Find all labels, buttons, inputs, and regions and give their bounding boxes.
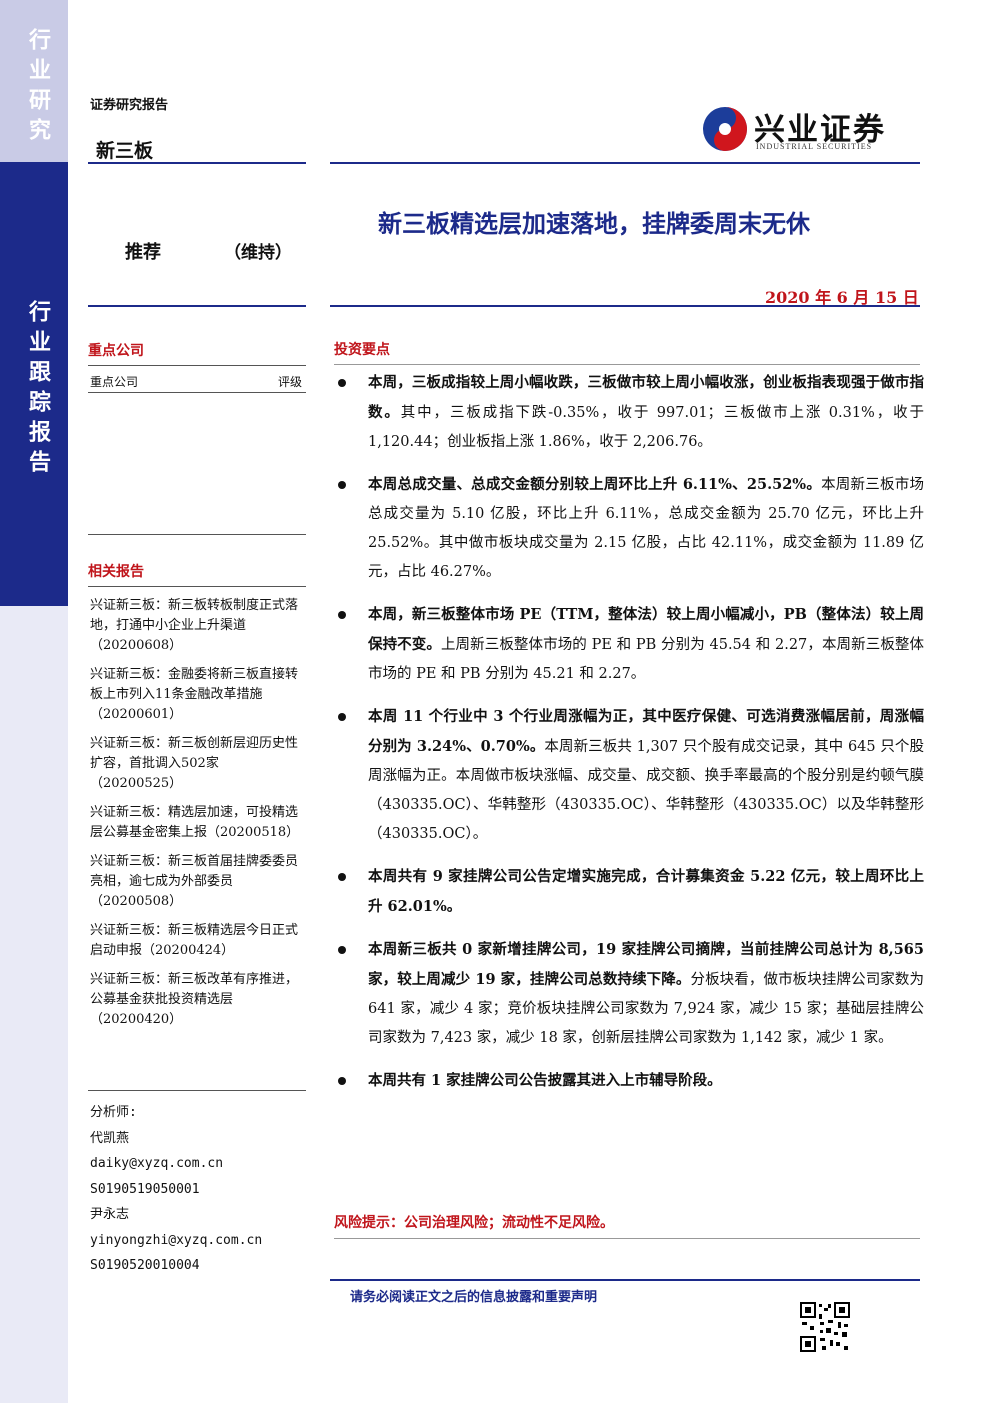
sidebar-top bbox=[0, 0, 68, 162]
table-rule bbox=[88, 392, 306, 393]
analyst-line: yinyongzhi@xyzq.com.cn bbox=[90, 1232, 263, 1248]
logo-mark bbox=[703, 107, 747, 151]
related-report: 兴证新三板：新三板创新层迎历史性扩容，首批调入502家（20200525） bbox=[90, 736, 299, 791]
analyst-line: S0190520010004 bbox=[90, 1258, 200, 1273]
related-report: 兴证新三板：金融委将新三板直接转板上市列入11条金融改革措施（20200601） bbox=[90, 667, 299, 722]
divider bbox=[88, 305, 306, 307]
report-type: 证券研究报告 bbox=[90, 98, 169, 113]
analyst-line: S0190519050001 bbox=[90, 1181, 200, 1197]
divider bbox=[330, 305, 920, 307]
analysts: 分析师: 代凯燕 daiky@xyzq.com.cn S0190519050001 尹永… bbox=[90, 1100, 262, 1279]
related-report: 兴证新三板：新三板转板制度正式落地，打通中小企业上升渠道（20200608） bbox=[90, 598, 299, 653]
logo-subtext: INDUSTRIAL SECURITIES bbox=[756, 142, 873, 151]
bullet-item: 本周新三板共 0 家新增挂牌公司，19 家挂牌公司摘牌，当前挂牌公司总计为 8,… bbox=[334, 935, 924, 1053]
section-heading: 投资要点 bbox=[334, 339, 920, 365]
table-header: 重点公司 bbox=[90, 375, 139, 389]
bullet-text: 本周新三板共 1,307 只个股有成交记录，其中 645 只个股周涨幅为正。本周… bbox=[368, 739, 925, 842]
rating: 推荐 bbox=[125, 242, 161, 263]
sidebar-top-text: 行业研究 bbox=[25, 28, 51, 148]
sidebar-middle bbox=[0, 162, 68, 606]
bullet-item: 本周共有 9 家挂牌公司公告定增实施完成，合计募集资金 5.22 亿元，较上周环… bbox=[334, 862, 924, 922]
divider bbox=[88, 162, 306, 164]
bullet-item: 本周总成交量、总成交金额分别较上周环比上升 6.11%、25.52%。本周新三板… bbox=[334, 470, 924, 587]
bullet-item: 本周，三板成指较上周小幅收跌，三板做市较上周小幅收涨，创业板指表现强于做市指数。… bbox=[334, 368, 924, 457]
divider bbox=[330, 162, 920, 164]
related-report: 兴证新三板：新三板改革有序推进，公募基金获批投资精选层（20200420） bbox=[90, 972, 299, 1027]
bullet-item: 本周共有 1 家挂牌公司公告披露其进入上市辅导阶段。 bbox=[334, 1066, 924, 1096]
bullet-text: 上周新三板整体市场的 PE 和 PB 分别为 45.54 和 2.27，本周新三… bbox=[368, 637, 925, 682]
report-title: 新三板精选层加速落地，挂牌委周末无休 bbox=[378, 209, 810, 238]
sector: 新三板 bbox=[96, 140, 154, 162]
bullet-text: 其中，三板成指下跌-0.35%，收于 997.01；三板做市上涨 0.31%，收… bbox=[368, 405, 924, 450]
table-header: 评级 bbox=[278, 375, 303, 389]
bullet-bold: 本周共有 1 家挂牌公司公告披露其进入上市辅导阶段。 bbox=[368, 1072, 722, 1089]
bullet-text: 分板块看，做市板块挂牌公司家数为 641 家，减少 4 家；竞价板块挂牌公司家数… bbox=[368, 972, 924, 1046]
bullet-bold: 本周，三板成指较上周小幅收跌，三板做市较上周小幅收涨，创业板指表现强于做市指数。 bbox=[368, 374, 924, 421]
related-report: 兴证新三板：新三板首届挂牌委委员亮相，逾七成为外部委员（20200508） bbox=[90, 854, 299, 909]
summary-bullets: 本周，三板成指较上周小幅收跌，三板做市较上周小幅收涨，创业板指表现强于做市指数。… bbox=[334, 368, 924, 1109]
analyst-line: daiky@xyzq.com.cn bbox=[90, 1156, 224, 1171]
related-report: 兴证新三板：新三板精选层今日正式启动申报（20200424） bbox=[90, 923, 299, 958]
divider bbox=[88, 1090, 306, 1091]
report-date: 2020 年 6 月 15 日 bbox=[765, 288, 919, 307]
logo-text: 兴业证券 bbox=[754, 112, 886, 148]
bullet-text: 本周新三板市场总成交量为 5.10 亿股，环比上升 6.11%，总成交金额为 2… bbox=[368, 477, 925, 580]
sidebar-bottom-text: 行业跟踪报告 bbox=[25, 300, 51, 480]
qr-code bbox=[800, 1302, 850, 1352]
bullet-item: 本周 11 个行业中 3 个行业周涨幅为正，其中医疗保健、可选消费涨幅居前，周涨… bbox=[334, 702, 924, 849]
divider bbox=[330, 1279, 920, 1281]
table-rule bbox=[88, 534, 306, 535]
risk-warning: 风险提示：公司治理风险；流动性不足风险。 bbox=[334, 1212, 920, 1239]
analyst-line: 尹永志 bbox=[90, 1207, 130, 1222]
rating-note: （维持） bbox=[224, 243, 292, 263]
analyst-label: 分析师: bbox=[90, 1105, 137, 1120]
bullet-bold: 本周，新三板整体市场 PE（TTM，整体法）较上周小幅减小，PB（整体法）较上周… bbox=[368, 606, 924, 653]
bullet-bold: 本周新三板共 0 家新增挂牌公司，19 家挂牌公司摘牌，当前挂牌公司总计为 8,… bbox=[368, 941, 924, 988]
bullet-bold: 本周总成交量、总成交金额分别较上周环比上升 6.11%、25.52%。 bbox=[368, 476, 822, 493]
sidebar-bottom bbox=[0, 606, 68, 1403]
section-heading: 相关报告 bbox=[88, 561, 306, 587]
related-reports: 兴证新三板：新三板转板制度正式落地，打通中小企业上升渠道（20200608） 兴证… bbox=[90, 596, 302, 1039]
footer-note: 请务必阅读正文之后的信息披露和重要声明 bbox=[350, 1290, 598, 1305]
analyst-line: 代凯燕 bbox=[90, 1130, 130, 1146]
section-heading: 重点公司 bbox=[88, 340, 306, 366]
bullet-bold: 本周 11 个行业中 3 个行业周涨幅为正，其中医疗保健、可选消费涨幅居前，周涨… bbox=[368, 708, 924, 755]
bullet-bold: 本周共有 9 家挂牌公司公告定增实施完成，合计募集资金 5.22 亿元，较上周环… bbox=[368, 868, 924, 915]
bullet-item: 本周，新三板整体市场 PE（TTM，整体法）较上周小幅减小，PB（整体法）较上周… bbox=[334, 600, 924, 689]
related-report: 兴证新三板：精选层加速，可投精选层公募基金密集上报（20200518） bbox=[90, 805, 300, 840]
